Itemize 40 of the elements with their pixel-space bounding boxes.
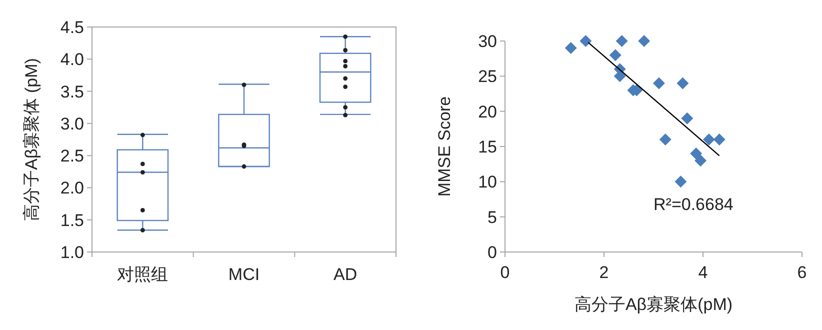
- point: [638, 35, 650, 47]
- point: [676, 77, 689, 90]
- y-tick-label: 25: [478, 67, 497, 86]
- point: [690, 148, 702, 160]
- y-tick-label: 10: [478, 172, 497, 192]
- y-tick-label: 2.0: [60, 178, 84, 198]
- point: [713, 133, 726, 146]
- y-axis-title: MMSE Score: [435, 96, 454, 197]
- x-tick-label: 对照组: [117, 265, 168, 284]
- y-axis-title: 高分子Aβ寡聚体 (pM): [22, 58, 41, 221]
- y-tick-label: 0: [488, 243, 497, 262]
- y-tick-label: 4.5: [60, 18, 84, 37]
- y-tick-label: 3.0: [60, 114, 84, 134]
- point: [580, 35, 592, 47]
- y-tick-label: 15: [478, 138, 497, 156]
- y-tick-label: 2.5: [60, 146, 84, 166]
- x-tick-label: MCI: [228, 265, 260, 284]
- point: [694, 154, 707, 167]
- x-axis-title: 高分子Aβ寡聚体(pM): [574, 295, 733, 314]
- y-tick-label: 3.5: [60, 82, 84, 102]
- point: [609, 49, 622, 62]
- x-tick-label: 4: [698, 263, 708, 282]
- point: [674, 176, 687, 188]
- y-tick-label: 5: [488, 208, 497, 227]
- x-tick-label: 2: [599, 263, 609, 282]
- point: [681, 112, 694, 124]
- point: [702, 133, 715, 146]
- y-tick-label: 1.5: [60, 210, 84, 230]
- y-tick-label: 30: [478, 32, 497, 51]
- annotation: R²=0.6684: [654, 194, 734, 214]
- x-tick-label: 6: [797, 263, 807, 282]
- y-tick-label: 4.0: [60, 50, 84, 70]
- point: [652, 77, 665, 90]
- y-tick-label: 1.0: [60, 243, 84, 262]
- x-tick-label: AD: [334, 265, 358, 284]
- point: [564, 42, 577, 54]
- x-tick-label: 0: [500, 263, 510, 282]
- y-tick-label: 20: [478, 102, 497, 122]
- point: [659, 133, 672, 146]
- point: [616, 35, 628, 47]
